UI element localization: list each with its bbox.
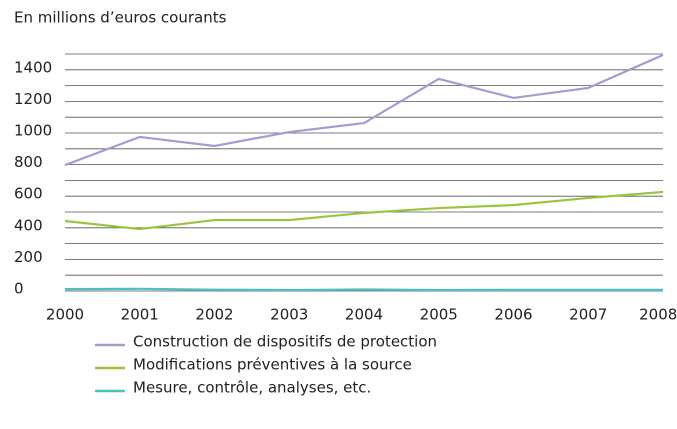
legend-label: Mesure, contrôle, analyses, etc. <box>133 379 371 397</box>
line-series <box>64 287 663 292</box>
y-tick-label: 200 <box>14 248 43 266</box>
x-tick-label: 2005 <box>420 306 458 324</box>
y-tick-label: 1200 <box>14 90 52 108</box>
line-series <box>64 53 664 167</box>
y-tick-label: 800 <box>14 153 43 171</box>
y-tick-label: 1000 <box>14 122 52 140</box>
x-tick-label: 2008p <box>639 306 677 324</box>
legend-label: Modifications préventives à la source <box>133 356 412 374</box>
line-series <box>64 190 664 231</box>
x-tick-label: 2006 <box>494 306 532 324</box>
x-tick-label: 2000 <box>46 306 84 324</box>
legend-label: Construction de dispositifs de protectio… <box>133 333 437 351</box>
x-tick-label: 2001 <box>121 306 159 324</box>
y-tick-label: 0 <box>14 280 24 298</box>
chart-title: En millions d’euros courants <box>14 9 227 27</box>
x-tick-label: 2004 <box>345 306 383 324</box>
y-tick-label: 600 <box>14 185 43 203</box>
x-tick-label: 2007 <box>569 306 607 324</box>
y-tick-label: 400 <box>14 216 43 234</box>
x-tick-label: 2002 <box>195 306 233 324</box>
y-tick-label: 1400 <box>14 58 52 76</box>
x-tick-label: 2003 <box>270 306 308 324</box>
